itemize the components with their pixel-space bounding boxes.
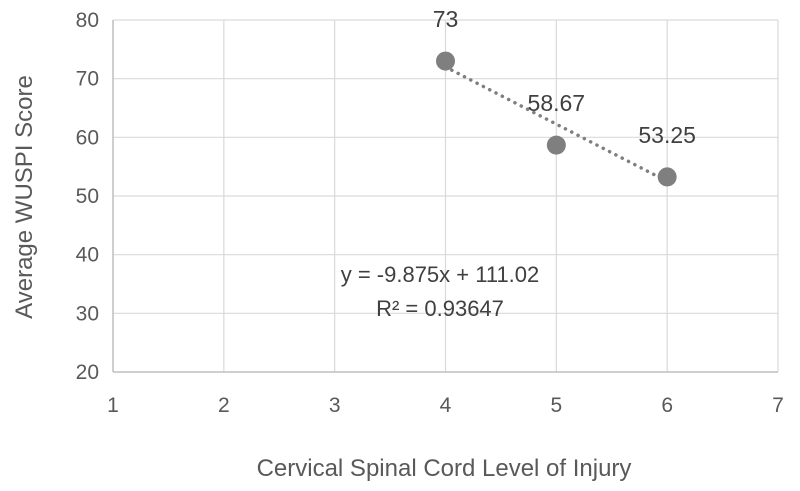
tick-labels: 1 2 3 4 5 6 7 20 30 40 50 60 70 80 <box>76 9 784 417</box>
x-tick-label: 2 <box>218 394 230 417</box>
trendline-equation: y = -9.875x + 111.02 <box>341 262 540 287</box>
y-tick-label: 60 <box>76 126 99 149</box>
x-axis-title: Cervical Spinal Cord Level of Injury <box>257 455 632 482</box>
data-point <box>436 51 455 71</box>
y-tick-label: 20 <box>76 361 99 384</box>
x-tick-label: 5 <box>550 394 562 417</box>
data-points <box>436 51 677 187</box>
y-tick-label: 30 <box>76 302 99 325</box>
x-tick-label: 6 <box>661 394 673 417</box>
trendline-group <box>443 65 669 184</box>
trendline-r-squared: R² = 0.93647 <box>376 296 504 321</box>
data-point <box>657 167 677 187</box>
y-tick-label: 80 <box>76 9 99 32</box>
data-labels: 73 58.67 53.25 <box>433 6 696 148</box>
y-axis-title: Average WUSPI Score <box>11 75 38 319</box>
y-tick-label: 40 <box>76 244 99 267</box>
x-tick-label: 7 <box>772 394 784 417</box>
data-label: 73 <box>433 6 459 32</box>
y-tick-label: 50 <box>76 185 99 208</box>
data-label: 53.25 <box>638 122 696 148</box>
grid-lines <box>113 19 779 372</box>
x-tick-label: 1 <box>107 394 119 417</box>
trendline <box>443 65 669 184</box>
data-label: 58.67 <box>528 90 586 116</box>
axes <box>112 20 778 373</box>
y-tick-label: 70 <box>76 68 99 91</box>
x-tick-label: 3 <box>329 394 341 417</box>
data-point <box>546 135 566 155</box>
x-tick-label: 4 <box>440 394 452 417</box>
